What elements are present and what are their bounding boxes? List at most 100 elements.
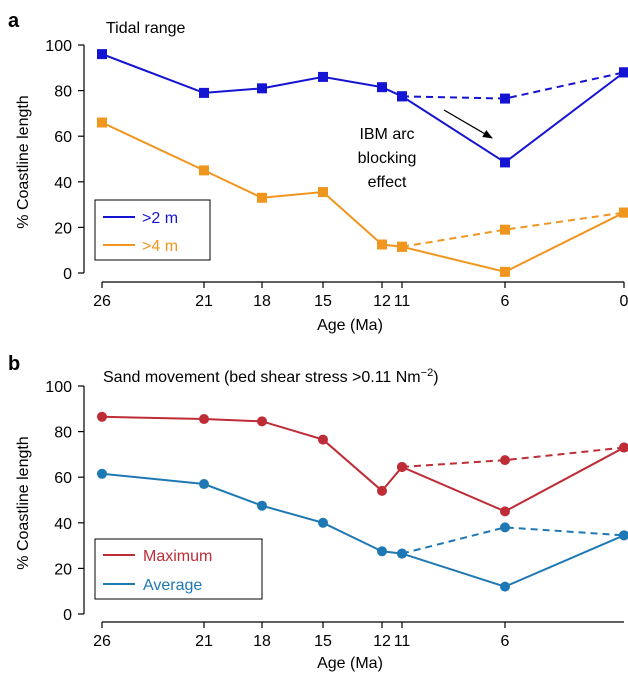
legend-label-gt4m: >4 m [142, 238, 178, 255]
data-point [397, 548, 407, 559]
data-point [257, 500, 267, 511]
x-tick-label: 21 [195, 633, 213, 650]
data-point [199, 479, 209, 490]
y-tick-label: 20 [54, 220, 72, 237]
x-tick-label: 11 [394, 293, 411, 310]
y-tick-label: 40 [54, 175, 72, 192]
x-tick-label: 12 [373, 293, 391, 310]
panel-b-y-axis-label: % Coastline length [15, 436, 32, 569]
data-point [318, 187, 328, 198]
data-point [199, 414, 209, 425]
dashed-series-line [401, 211, 625, 248]
annotation-arrow [443, 109, 493, 139]
x-tick-label: 11 [394, 633, 411, 650]
data-point [318, 517, 328, 528]
panel-b-series-lines [101, 415, 625, 588]
x-tick-label: 6 [501, 633, 510, 650]
data-point [500, 266, 510, 277]
data-point [397, 241, 407, 252]
dashed-series-line [401, 71, 625, 100]
panel-b-x-axis-label: Age (Ma) [317, 655, 383, 672]
data-point [377, 239, 387, 250]
panel-a-markers [97, 49, 628, 277]
annotation-line-2: blocking [358, 150, 417, 167]
data-point [500, 93, 510, 104]
y-tick-label: 0 [63, 607, 72, 624]
panel-b-dashed-lines [401, 446, 625, 555]
y-tick-label: 80 [54, 84, 72, 101]
data-point [97, 117, 107, 128]
data-point [199, 87, 209, 98]
series-line [101, 121, 625, 273]
panel-a-label: a [8, 10, 20, 32]
x-tick-label: 0 [620, 293, 628, 310]
series-line [101, 53, 625, 164]
panel-b-title: Sand movement (bed shear stress >0.11 Nm… [103, 367, 439, 386]
data-point [97, 411, 107, 422]
y-tick-label: 0 [63, 266, 72, 283]
x-tick-label: 26 [93, 293, 111, 310]
y-tick-label: 60 [54, 470, 72, 487]
data-point [500, 157, 510, 168]
y-tick-label: 20 [54, 561, 72, 578]
y-tick-label: 80 [54, 425, 72, 442]
data-point [619, 442, 628, 453]
legend-label-maximum: Maximum [143, 548, 212, 565]
panel-a-title: Tidal range [106, 20, 186, 37]
x-tick-label: 15 [314, 633, 332, 650]
data-point [97, 49, 107, 60]
data-point [619, 207, 628, 218]
panel-a-chart: a Tidal range % Coastline length Age (Ma… [8, 10, 628, 334]
x-tick-label: 21 [195, 293, 213, 310]
data-point [257, 192, 267, 203]
x-tick-label: 26 [93, 633, 111, 650]
data-point [377, 82, 387, 93]
y-tick-label: 100 [45, 38, 72, 55]
data-point [318, 71, 328, 82]
data-point [500, 581, 510, 592]
panel-b-axes: 0 20 40 60 80 100 26 21 18 15 12 11 6 [45, 379, 624, 650]
data-point [97, 468, 107, 479]
panel-b-chart: b Sand movement (bed shear stress >0.11 … [8, 353, 628, 672]
x-tick-label: 18 [253, 633, 271, 650]
dashed-series-line [401, 446, 625, 468]
data-point [377, 546, 387, 557]
legend-label-average: Average [143, 577, 202, 594]
data-point [619, 530, 628, 541]
annotation-line-1: IBM arc [359, 126, 414, 143]
data-point [619, 67, 628, 78]
panel-b-legend: Maximum Average [94, 538, 263, 600]
x-tick-label: 6 [501, 293, 510, 310]
panel-a-y-axis-label: % Coastline length [15, 95, 32, 228]
data-point [500, 506, 510, 517]
data-point [257, 416, 267, 427]
y-tick-label: 40 [54, 516, 72, 533]
data-point [397, 91, 407, 102]
data-point [500, 522, 510, 533]
x-tick-label: 18 [253, 293, 271, 310]
data-point [397, 461, 407, 472]
annotation-line-3: effect [368, 174, 407, 191]
data-point [199, 165, 209, 176]
data-point [318, 434, 328, 445]
y-tick-label: 60 [54, 129, 72, 146]
legend-box [94, 538, 263, 600]
panel-a-annotation: IBM arc blocking effect [358, 109, 493, 191]
legend-label-gt2m: >2 m [142, 210, 178, 227]
panel-a-legend: >2 m >4 m [94, 199, 211, 261]
data-point [500, 224, 510, 235]
panel-a-dashed-lines [401, 71, 625, 248]
data-point [377, 485, 387, 496]
panel-b-markers [97, 411, 628, 592]
x-tick-label: 15 [314, 293, 332, 310]
legend-box [94, 199, 211, 261]
dashed-series-line [401, 526, 625, 555]
panel-a-series-lines [101, 53, 625, 273]
panel-a-x-axis-label: Age (Ma) [317, 317, 383, 334]
data-point [257, 83, 267, 94]
data-point [500, 455, 510, 466]
x-tick-label: 12 [373, 633, 391, 650]
series-line [101, 472, 625, 588]
